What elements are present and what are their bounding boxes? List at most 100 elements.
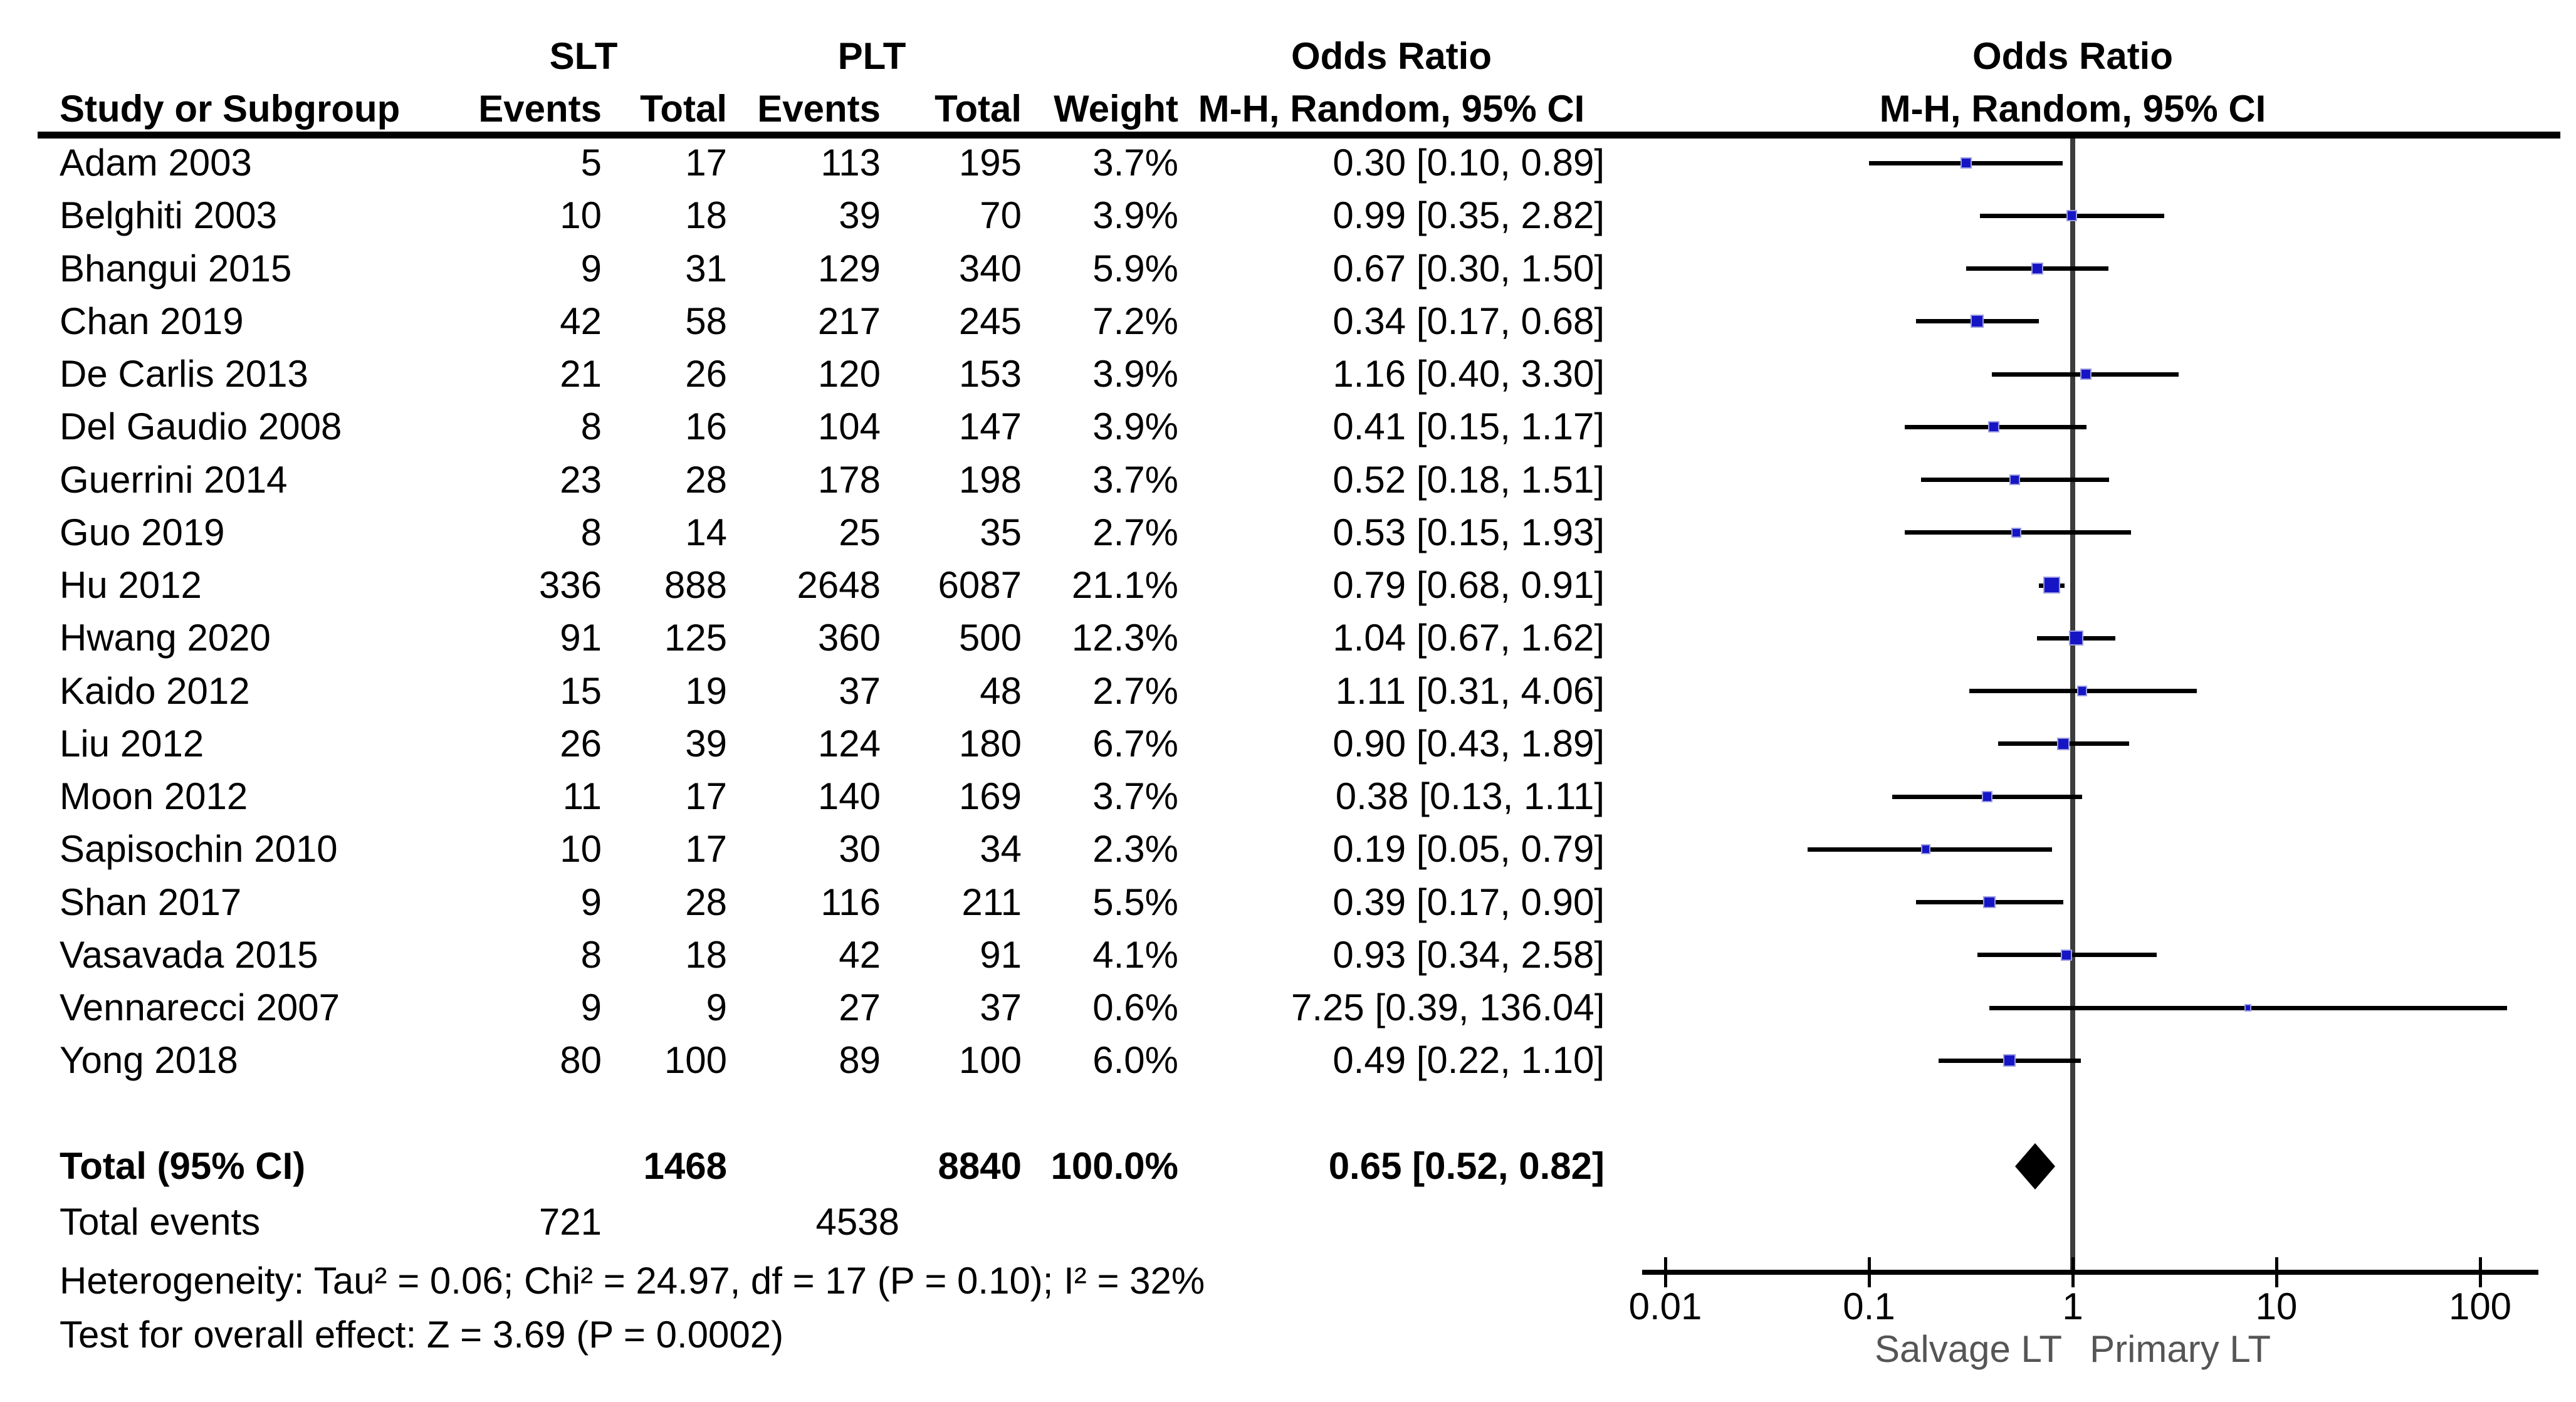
cell-slt-events: 26 [560, 722, 602, 765]
cell-slt-total: 19 [685, 669, 727, 712]
header-group-plt: PLT [837, 35, 906, 77]
cell-slt-events: 10 [560, 828, 602, 871]
study-name: Chan 2019 [60, 300, 244, 342]
cell-slt-events: 5 [580, 142, 602, 184]
cell-slt-total: 14 [685, 511, 727, 553]
cell-or-ci: 0.99 [0.35, 2.82] [1333, 194, 1605, 237]
cell-plt-total: 340 [958, 247, 1022, 290]
cell-plt-total: 211 [961, 881, 1022, 923]
cell-plt-events: 104 [817, 405, 881, 448]
x-axis-tick [1663, 1257, 1667, 1287]
cell-weight: 7.2% [1092, 300, 1178, 342]
cell-plt-events: 42 [839, 933, 881, 976]
study-name: Hu 2012 [60, 564, 202, 606]
study-name: Guerrini 2014 [60, 458, 288, 501]
cell-slt-total: 125 [664, 617, 727, 659]
cell-slt-events: 80 [560, 1039, 602, 1082]
effect-marker [2031, 262, 2044, 275]
cell-slt-events: 8 [580, 511, 602, 553]
cell-or-ci: 0.30 [0.10, 0.89] [1333, 142, 1605, 184]
x-axis-line [1642, 1270, 2538, 1275]
cell-slt-events: 9 [580, 986, 602, 1028]
effect-marker [1988, 421, 1999, 433]
cell-weight: 6.0% [1092, 1039, 1178, 1082]
study-name: Yong 2018 [60, 1039, 238, 1082]
study-name: Guo 2019 [60, 511, 225, 553]
header-study-column: Study or Subgroup [60, 88, 401, 130]
cell-weight: 5.9% [1092, 247, 1178, 290]
effect-marker [2003, 1054, 2016, 1067]
effect-marker [2009, 474, 2021, 486]
header-group-slt: SLT [549, 35, 618, 77]
cell-plt-events: 2648 [797, 564, 881, 606]
study-name: Adam 2003 [60, 142, 252, 184]
cell-or-ci: 0.79 [0.68, 0.91] [1333, 564, 1605, 606]
study-name: Hwang 2020 [60, 617, 271, 659]
cell-slt-total: 9 [706, 986, 727, 1028]
header-or-title: Odds Ratio [1291, 35, 1492, 77]
header-slt-total: Total [640, 88, 727, 130]
cell-weight: 6.7% [1092, 722, 1178, 765]
cell-slt-total: 17 [685, 775, 727, 817]
cell-slt-events: 10 [560, 194, 602, 237]
cell-plt-total: 198 [958, 458, 1022, 501]
cell-plt-total: 37 [980, 986, 1022, 1028]
cell-slt-total: 39 [685, 722, 727, 765]
plot-title: Odds Ratio [1972, 35, 2173, 77]
header-divider [38, 132, 2560, 139]
total-slt-total: 1468 [643, 1145, 727, 1187]
cell-plt-total: 70 [980, 194, 1022, 237]
cell-slt-total: 31 [685, 247, 727, 290]
study-name: Del Gaudio 2008 [60, 405, 342, 448]
effect-marker [1983, 896, 1996, 909]
cell-weight: 3.9% [1092, 353, 1178, 395]
study-name: De Carlis 2013 [60, 353, 308, 395]
cell-weight: 4.1% [1092, 933, 1178, 976]
study-name: Vennarecci 2007 [60, 986, 340, 1028]
header-or-method: M-H, Random, 95% CI [1198, 88, 1585, 130]
cell-slt-events: 42 [560, 300, 602, 342]
study-name: Vasavada 2015 [60, 933, 318, 976]
cell-slt-total: 26 [685, 353, 727, 395]
effect-marker [1961, 157, 1972, 169]
x-axis-direction-labels: Salvage LT Primary LT [1875, 1327, 2469, 1371]
cell-plt-events: 89 [839, 1039, 881, 1082]
heterogeneity-text: Heterogeneity: Tau² = 0.06; Chi² = 24.97… [60, 1260, 1205, 1302]
cell-weight: 2.3% [1092, 828, 1178, 871]
study-name: Sapisochin 2010 [60, 828, 338, 871]
null-effect-line [2070, 139, 2075, 1272]
cell-slt-total: 16 [685, 405, 727, 448]
cell-plt-events: 39 [839, 194, 881, 237]
total-events-plt: 4538 [815, 1201, 899, 1243]
cell-or-ci: 7.25 [0.39, 136.04] [1291, 986, 1605, 1028]
x-axis-tick [1867, 1257, 1871, 1287]
x-axis-tick [2071, 1257, 2075, 1287]
right-direction-label: Primary LT [2090, 1328, 2271, 1370]
cell-plt-total: 169 [958, 775, 1022, 817]
cell-weight: 3.9% [1092, 194, 1178, 237]
cell-plt-events: 124 [817, 722, 881, 765]
cell-or-ci: 0.39 [0.17, 0.90] [1333, 881, 1605, 923]
header-plt-events: Events [757, 88, 881, 130]
x-axis-tick-label: 1 [2062, 1285, 2083, 1327]
cell-slt-total: 17 [685, 142, 727, 184]
cell-or-ci: 0.90 [0.43, 1.89] [1333, 722, 1605, 765]
cell-weight: 0.6% [1092, 986, 1178, 1028]
cell-slt-total: 58 [685, 300, 727, 342]
cell-plt-events: 27 [839, 986, 881, 1028]
cell-plt-events: 360 [817, 617, 881, 659]
effect-marker [1920, 844, 1931, 854]
total-events-slt: 721 [538, 1201, 602, 1243]
cell-weight: 21.1% [1071, 564, 1178, 606]
cell-slt-events: 21 [560, 353, 602, 395]
study-name: Moon 2012 [60, 775, 248, 817]
effect-marker [1971, 315, 1984, 328]
cell-plt-events: 37 [839, 669, 881, 712]
effect-marker [1981, 791, 1993, 802]
cell-or-ci: 0.19 [0.05, 0.79] [1333, 828, 1605, 871]
cell-plt-events: 25 [839, 511, 881, 553]
cell-slt-events: 8 [580, 933, 602, 976]
cell-weight: 3.7% [1092, 458, 1178, 501]
left-direction-label: Salvage LT [1875, 1328, 2063, 1370]
